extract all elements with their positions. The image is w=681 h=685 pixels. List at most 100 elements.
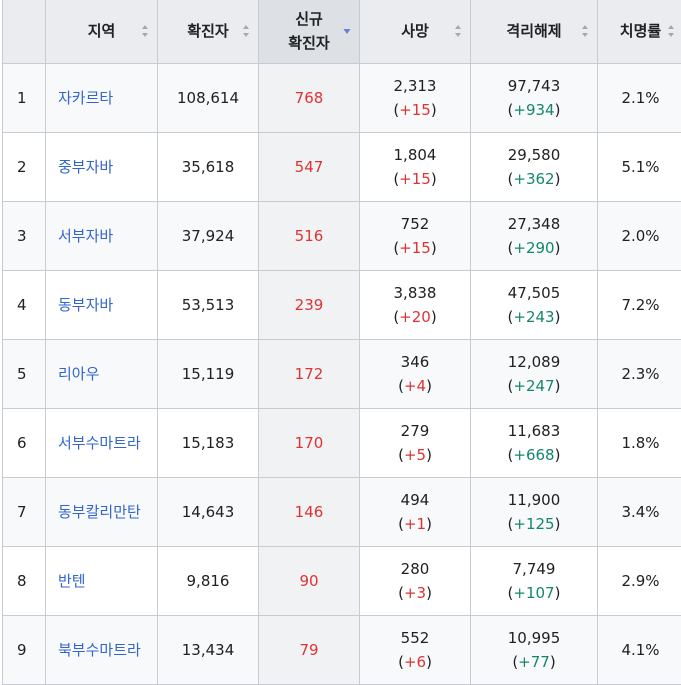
- deaths-delta: +1: [404, 515, 426, 533]
- region-link[interactable]: 서부자바: [58, 227, 113, 245]
- recovered-value: 47,505: [508, 284, 561, 302]
- fatality-cell: 2.0%: [598, 202, 681, 271]
- recovered-delta: +247: [513, 377, 554, 395]
- recovered-delta: +934: [513, 101, 554, 119]
- recovered-value: 27,348: [508, 215, 561, 233]
- sort-both-icon: [141, 24, 149, 38]
- confirmed-cell: 53,513: [158, 271, 259, 340]
- new-confirmed-cell: 172: [259, 340, 360, 409]
- new-confirmed-cell: 90: [259, 547, 360, 616]
- header-new-confirmed[interactable]: 신규 확진자: [259, 0, 360, 64]
- sort-both-icon: [242, 24, 250, 38]
- rank-cell: 8: [3, 547, 46, 616]
- header-recovered-label: 격리해제: [506, 22, 561, 40]
- recovered-value: 12,089: [508, 353, 561, 371]
- fatality-cell: 3.4%: [598, 478, 681, 547]
- region-link[interactable]: 중부자바: [58, 158, 113, 176]
- recovered-cell: 29,580(+362): [471, 133, 598, 202]
- new-confirmed-cell: 516: [259, 202, 360, 271]
- sort-both-icon: [581, 24, 589, 38]
- region-link[interactable]: 동부자바: [58, 296, 113, 314]
- deaths-value: 1,804: [394, 146, 437, 164]
- new-confirmed-cell: 547: [259, 133, 360, 202]
- recovered-value: 97,743: [508, 77, 561, 95]
- new-confirmed-cell: 79: [259, 616, 360, 685]
- confirmed-cell: 14,643: [158, 478, 259, 547]
- header-region-label: 지역: [88, 22, 116, 40]
- header-deaths[interactable]: 사망: [360, 0, 471, 64]
- confirmed-cell: 35,618: [158, 133, 259, 202]
- region-cell: 중부자바: [46, 133, 158, 202]
- table-row: 5 리아우 15,119 172 346(+4) 12,089(+247) 2.…: [3, 340, 681, 409]
- deaths-value: 2,313: [394, 77, 437, 95]
- table-row: 9 북부수마트라 13,434 79 552(+6) 10,995(+77) 4…: [3, 616, 681, 685]
- header-recovered[interactable]: 격리해제: [471, 0, 598, 64]
- header-rank: [3, 0, 46, 64]
- table-row: 4 동부자바 53,513 239 3,838(+20) 47,505(+243…: [3, 271, 681, 340]
- recovered-delta: +290: [513, 239, 554, 257]
- region-link[interactable]: 북부수마트라: [58, 641, 141, 659]
- table-row: 1 자카르타 108,614 768 2,313(+15) 97,743(+93…: [3, 64, 681, 133]
- fatality-cell: 5.1%: [598, 133, 681, 202]
- rank-cell: 4: [3, 271, 46, 340]
- new-confirmed-cell: 170: [259, 409, 360, 478]
- region-link[interactable]: 서부수마트라: [58, 434, 141, 452]
- sort-both-icon: [667, 24, 675, 38]
- table-row: 3 서부자바 37,924 516 752(+15) 27,348(+290) …: [3, 202, 681, 271]
- deaths-delta: +15: [399, 101, 431, 119]
- sort-both-icon: [454, 24, 462, 38]
- table-row: 6 서부수마트라 15,183 170 279(+5) 11,683(+668)…: [3, 409, 681, 478]
- confirmed-cell: 15,183: [158, 409, 259, 478]
- deaths-delta: +6: [404, 653, 426, 671]
- header-region[interactable]: 지역: [46, 0, 158, 64]
- header-fatality[interactable]: 치명률: [598, 0, 681, 64]
- recovered-cell: 47,505(+243): [471, 271, 598, 340]
- header-confirmed[interactable]: 확진자: [158, 0, 259, 64]
- rank-cell: 6: [3, 409, 46, 478]
- recovered-cell: 10,995(+77): [471, 616, 598, 685]
- region-cell: 북부수마트라: [46, 616, 158, 685]
- deaths-value: 494: [401, 491, 430, 509]
- confirmed-cell: 15,119: [158, 340, 259, 409]
- recovered-cell: 11,683(+668): [471, 409, 598, 478]
- region-cell: 서부수마트라: [46, 409, 158, 478]
- deaths-cell: 494(+1): [360, 478, 471, 547]
- new-confirmed-cell: 768: [259, 64, 360, 133]
- confirmed-cell: 9,816: [158, 547, 259, 616]
- region-cell: 반텐: [46, 547, 158, 616]
- table-row: 2 중부자바 35,618 547 1,804(+15) 29,580(+362…: [3, 133, 681, 202]
- recovered-cell: 97,743(+934): [471, 64, 598, 133]
- header-new-line1: 신규: [295, 10, 323, 28]
- rank-cell: 1: [3, 64, 46, 133]
- region-link[interactable]: 반텐: [58, 572, 86, 590]
- region-cell: 동부자바: [46, 271, 158, 340]
- recovered-cell: 12,089(+247): [471, 340, 598, 409]
- header-confirmed-label: 확진자: [187, 22, 228, 40]
- deaths-cell: 279(+5): [360, 409, 471, 478]
- deaths-cell: 552(+6): [360, 616, 471, 685]
- region-cell: 동부칼리만탄: [46, 478, 158, 547]
- deaths-delta: +5: [404, 446, 426, 464]
- recovered-delta: +243: [513, 308, 554, 326]
- fatality-cell: 2.3%: [598, 340, 681, 409]
- recovered-delta: +107: [513, 584, 554, 602]
- deaths-value: 752: [401, 215, 430, 233]
- header-deaths-label: 사망: [401, 22, 429, 40]
- sort-descending-icon: [343, 24, 351, 38]
- recovered-delta: +668: [513, 446, 554, 464]
- region-link[interactable]: 자카르타: [58, 89, 113, 107]
- rank-cell: 7: [3, 478, 46, 547]
- table-row: 8 반텐 9,816 90 280(+3) 7,749(+107) 2.9%: [3, 547, 681, 616]
- region-cell: 리아우: [46, 340, 158, 409]
- region-cell: 서부자바: [46, 202, 158, 271]
- header-new-line2: 확진자: [288, 34, 329, 52]
- recovered-cell: 11,900(+125): [471, 478, 598, 547]
- region-link[interactable]: 리아우: [58, 365, 99, 383]
- fatality-cell: 7.2%: [598, 271, 681, 340]
- rank-cell: 3: [3, 202, 46, 271]
- region-link[interactable]: 동부칼리만탄: [58, 503, 141, 521]
- deaths-cell: 280(+3): [360, 547, 471, 616]
- confirmed-cell: 37,924: [158, 202, 259, 271]
- deaths-delta: +20: [399, 308, 431, 326]
